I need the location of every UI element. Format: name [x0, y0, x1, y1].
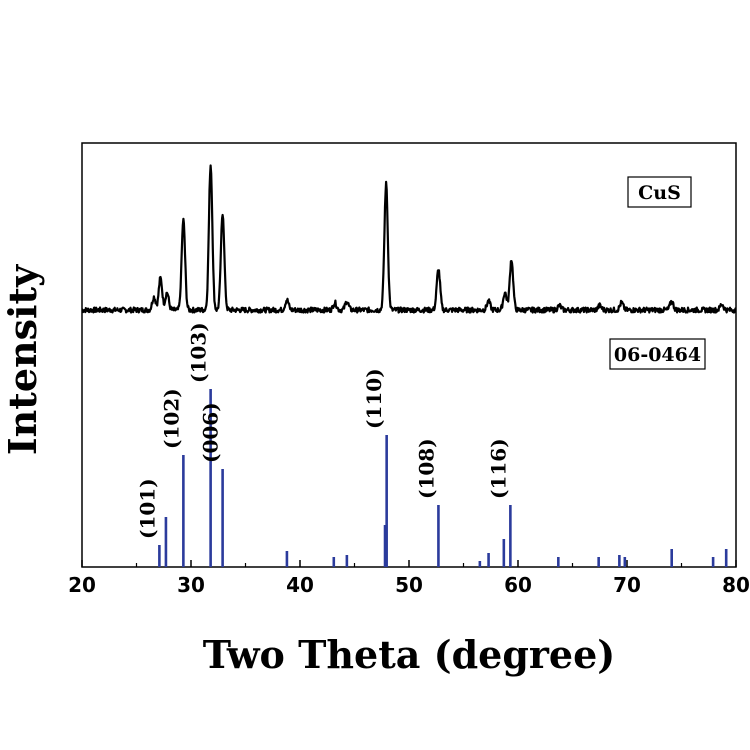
x-tick-label: 80 [722, 573, 750, 597]
legend-reference: 06-0464 [609, 338, 706, 370]
hkl-label: (103) [187, 322, 211, 383]
legend-cus-label: CuS [638, 182, 681, 204]
legend-reference-label: 06-0464 [614, 344, 701, 366]
hkl-annotations: (101) (102)(103) (006) (110) (108) (116) [135, 322, 510, 539]
cus-pattern-line [81, 164, 737, 314]
y-axis-title: Intensity [0, 264, 45, 455]
x-tick-label: 60 [504, 573, 532, 597]
x-tick-label: 40 [286, 573, 314, 597]
hkl-label: (108) [414, 438, 438, 499]
x-tick-label: 50 [395, 573, 423, 597]
legend-reference-box [609, 338, 706, 370]
legend-cus-box [627, 176, 692, 208]
hkl-label: (102) [159, 388, 183, 449]
x-tick-label: 20 [68, 573, 96, 597]
hkl-label: (006) [199, 402, 223, 463]
x-tick-label: 30 [177, 573, 205, 597]
x-axis-title: Two Theta (degree) [203, 632, 616, 677]
hkl-label: (116) [486, 438, 510, 499]
legend-cus: CuS [627, 176, 692, 208]
x-tick-label: 70 [613, 573, 641, 597]
hkl-label: (101) [135, 478, 159, 539]
reference-pattern [158, 389, 728, 567]
x-axis: 20 30 40 50 60 70 80 [68, 560, 750, 597]
hkl-label: (110) [362, 368, 386, 429]
